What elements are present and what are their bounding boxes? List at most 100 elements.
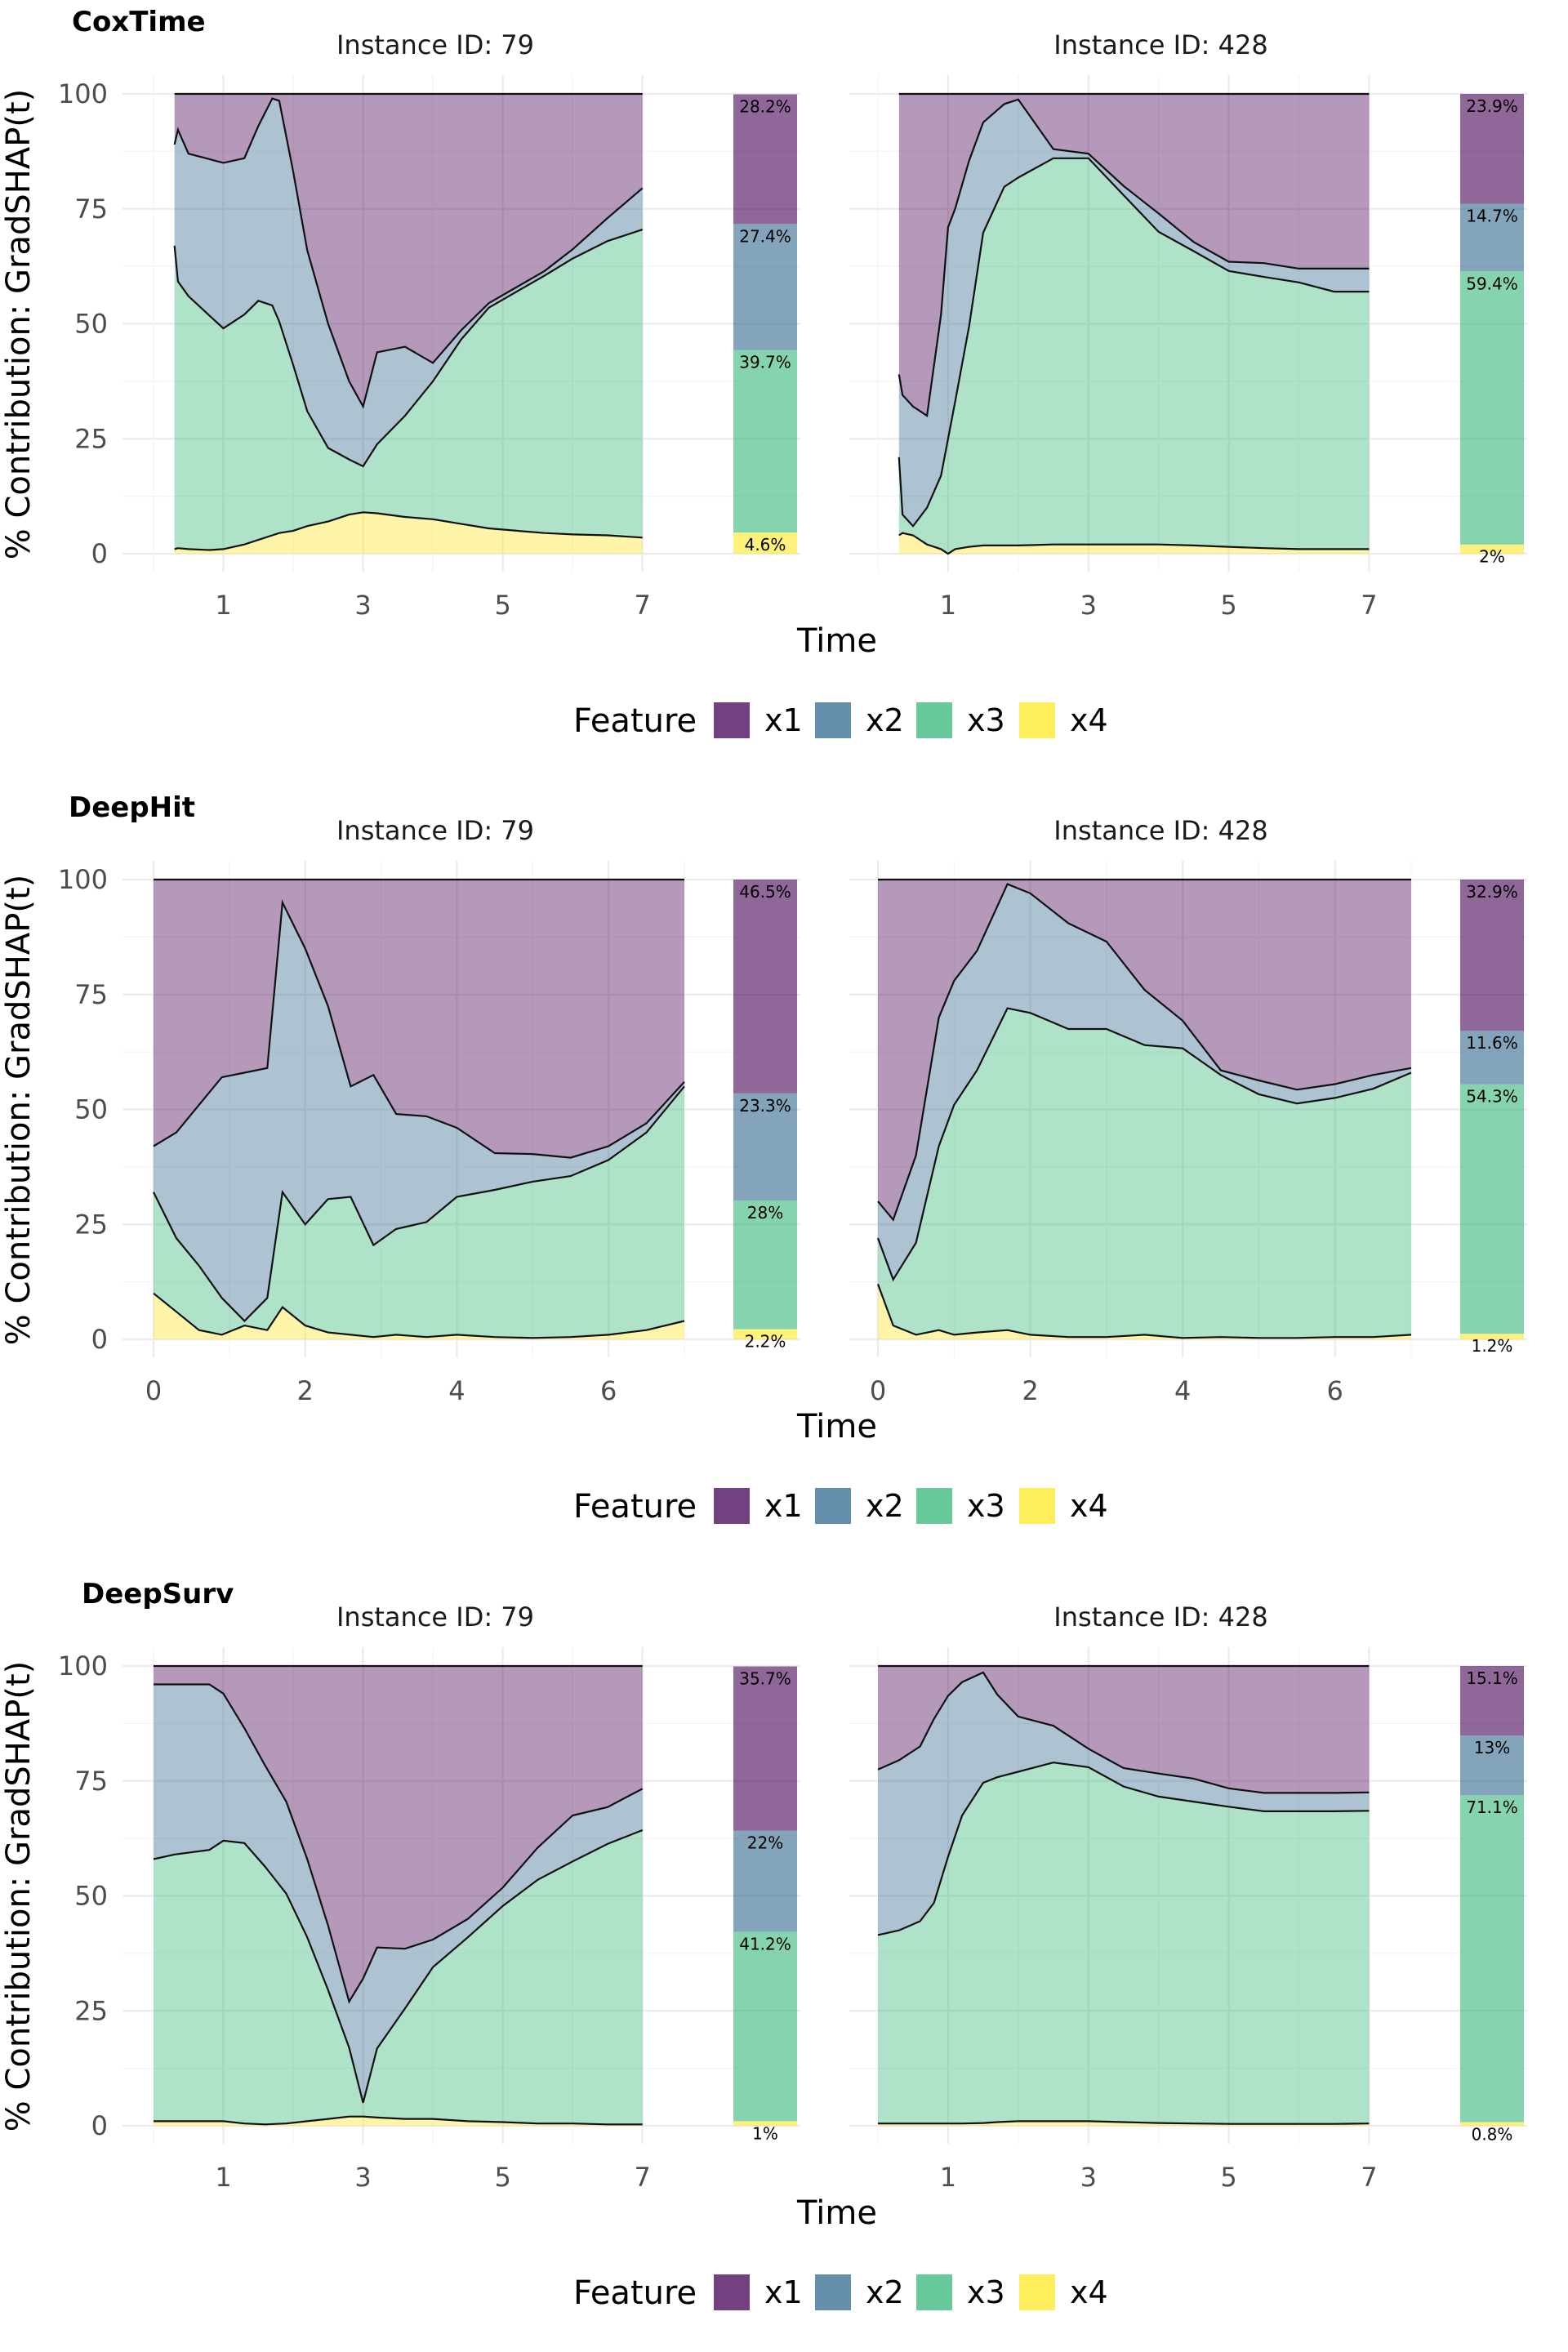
x-tick-label: 5 (1220, 590, 1236, 621)
facet-panel: Instance ID: 428 1 3 5 7 0.8% 71.1% 13% 15.1% (849, 1601, 1527, 2193)
legend-key-x1 (714, 1488, 750, 1524)
x-tick-label: 1 (215, 2162, 231, 2193)
y-tick-label: 75 (74, 1766, 108, 1797)
x-tick-label: 7 (635, 2162, 651, 2193)
legend-label-x1: x1 (764, 1488, 803, 1524)
bar-segment-x3 (1460, 271, 1524, 545)
facet-panel: Instance ID: 79 1 3 5 7 1% 41.2% 22% 35.7% (122, 1601, 800, 2193)
x-tick-label: 1 (940, 590, 956, 621)
series-line-x4 (878, 2120, 1370, 2125)
legend-label-x4: x4 (1070, 2274, 1108, 2310)
series-line-x2 (173, 97, 644, 409)
y-tick-label: 25 (74, 423, 108, 454)
legend-label-x4: x4 (1070, 1488, 1108, 1524)
bar-segment-x3 (1460, 1795, 1524, 2123)
area-x2 (878, 1672, 1370, 1936)
area-x2 (174, 98, 643, 466)
series-line-x3 (898, 157, 1370, 528)
bar-label-x3: 41.2% (739, 1934, 791, 1953)
x-tick-label: 5 (494, 2162, 510, 2193)
area-x2 (154, 1684, 643, 2103)
y-tick-label: 0 (91, 2110, 108, 2141)
x-tick-label: 6 (1327, 1375, 1343, 1406)
bar-segment-x1 (733, 94, 797, 225)
bar-segment-x2 (1460, 1735, 1524, 1796)
bar-label-x3: 59.4% (1466, 274, 1518, 293)
bar-segment-x3 (733, 1931, 797, 2122)
y-tick-label: 25 (74, 1209, 108, 1240)
facet-label: Instance ID: 79 (336, 29, 534, 60)
area-x3 (174, 229, 643, 550)
bar-segment-x1 (1460, 94, 1524, 204)
x-tick-label: 2 (297, 1375, 314, 1406)
facet-panel: Instance ID: 428 0 2 4 6 1.2% 54.3% 11.6% 32.9% (849, 815, 1527, 1406)
area-x3 (878, 1008, 1411, 1339)
bar-label-x1: 46.5% (739, 882, 791, 902)
bar-segment-x3 (733, 1200, 797, 1330)
legend-key-x3 (916, 2274, 952, 2310)
series-line-x3 (877, 1762, 1370, 1936)
series-line-x4 (153, 1292, 685, 1339)
chart-deepsurv: DeepSurv% Contribution: GradSHAP(t) 02550… (0, 1578, 1527, 2312)
bar-segment-x2 (733, 224, 797, 350)
bar-segment-x4 (1460, 2122, 1524, 2126)
bar-label-x2: 13% (1474, 1738, 1510, 1757)
area-x3 (154, 1830, 643, 2125)
legend-label-x3: x3 (967, 2274, 1005, 2310)
y-axis-label: % Contribution: GradSHAP(t) (0, 1661, 38, 2132)
bar-label-x3: 39.7% (739, 353, 791, 372)
series-line-x4 (174, 511, 643, 551)
bar-segment-x2 (733, 1830, 797, 1932)
legend: Feature x1 x2 x3 x4 (573, 702, 1108, 740)
x-tick-label: 6 (600, 1375, 617, 1406)
bar-segment-x1 (733, 880, 797, 1094)
legend-title: Feature (573, 2274, 697, 2312)
series-line-x3 (876, 1007, 1412, 1282)
panel-title: DeepHit (69, 791, 195, 824)
y-tick-label: 0 (91, 538, 108, 569)
bar-segment-x4 (1460, 1334, 1524, 1339)
series-line-x4 (898, 532, 1370, 555)
bar-label-x3: 28% (747, 1203, 783, 1223)
bar-label-x4: 2% (1479, 547, 1505, 567)
area-x4 (174, 512, 643, 554)
y-axis-label: % Contribution: GradSHAP(t) (0, 89, 38, 559)
chart-deephit: DeepHit % Contribution: GradSHAP(t) 0 25 50 7… (0, 791, 1527, 1526)
x-tick-label: 7 (635, 590, 651, 621)
y-tick-label: 75 (74, 194, 108, 225)
bar-label-x1: 35.7% (739, 1669, 791, 1689)
x-axis-label: Time (796, 622, 877, 660)
x-tick-label: 5 (494, 590, 510, 621)
x-tick-label: 1 (215, 590, 231, 621)
area-x3 (898, 158, 1370, 555)
facet-label: Instance ID: 79 (336, 815, 534, 846)
series-line-x2 (153, 899, 685, 1159)
bar-segment-x2 (1460, 203, 1524, 272)
bar-segment-x2 (1460, 1031, 1524, 1085)
y-tick-label: 50 (74, 1094, 108, 1125)
legend-key-x4 (1019, 1488, 1055, 1524)
legend-label-x4: x4 (1070, 702, 1108, 738)
legend: Feature x1 x2 x3 x4 (573, 1488, 1108, 1526)
x-tick-label: 3 (354, 590, 371, 621)
x-tick-label: 4 (448, 1375, 465, 1406)
x-tick-label: 0 (870, 1375, 886, 1406)
y-tick-label: 50 (74, 1881, 108, 1912)
area-x2 (878, 884, 1411, 1280)
summary-bar: 1% 41.2% 22% 35.7% (733, 1666, 797, 2143)
area-x1 (174, 94, 643, 407)
bar-label-x1: 32.9% (1466, 882, 1518, 902)
legend-key-x1 (714, 702, 750, 738)
legend-key-x2 (815, 1488, 851, 1524)
legend-label-x1: x1 (764, 702, 803, 738)
series-line-x2 (877, 883, 1412, 1222)
facet-panel: Instance ID: 79 0 2 4 6 2.2% 28% 23.3% 46.5% (122, 815, 800, 1406)
bar-segment-x3 (1460, 1084, 1524, 1334)
bar-label-x1: 23.9% (1466, 96, 1518, 116)
x-tick-label: 7 (1361, 590, 1377, 621)
x-tick-label: 3 (1080, 590, 1097, 621)
bar-label-x4: 2.2% (745, 1332, 786, 1352)
legend-label-x3: x3 (967, 702, 1005, 738)
y-axis-label: % Contribution: GradSHAP(t) (0, 875, 38, 1345)
legend-label-x1: x1 (764, 2274, 803, 2310)
